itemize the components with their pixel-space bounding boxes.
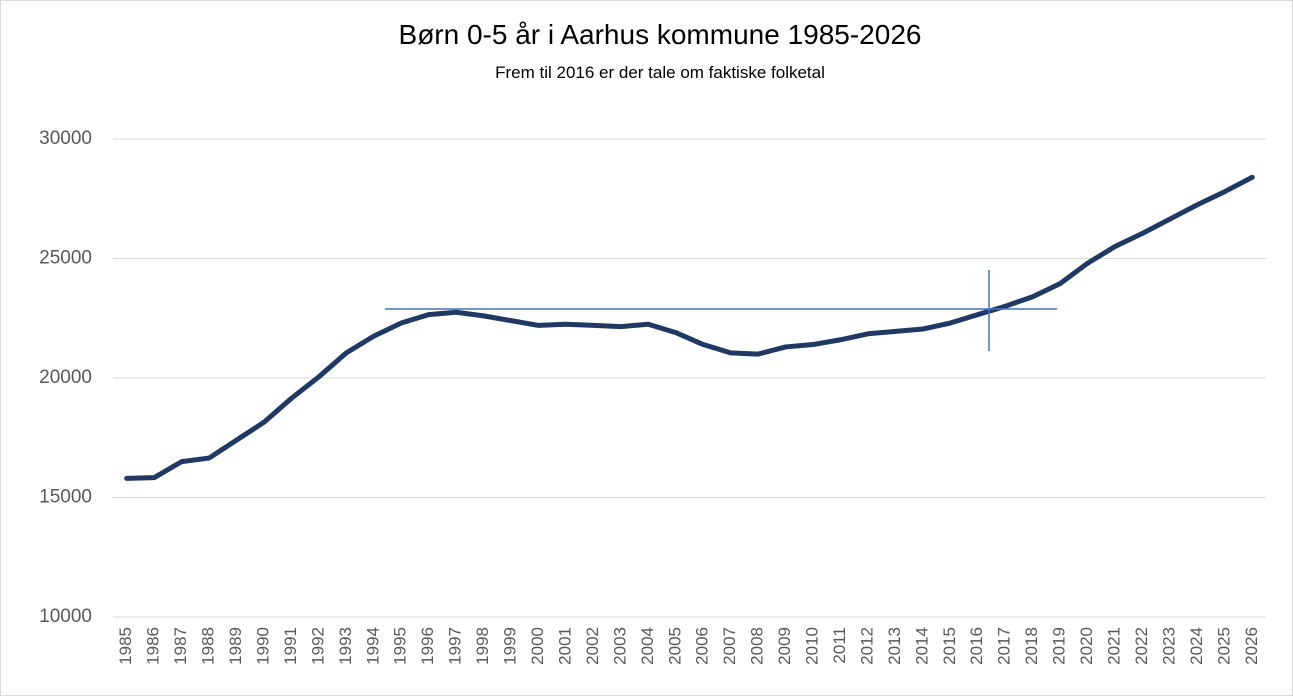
x-tick-label: 1992 [308, 627, 327, 665]
x-tick-label: 2012 [857, 627, 876, 665]
y-tick-label: 15000 [39, 487, 92, 508]
x-tick-label: 1995 [391, 627, 410, 665]
y-tick-label: 25000 [39, 248, 92, 269]
x-tick-label: 2021 [1104, 627, 1123, 665]
x-tick-label: 1989 [226, 627, 245, 665]
y-tick-label: 20000 [39, 367, 92, 388]
x-tick-label: 1987 [171, 627, 190, 665]
x-tick-label: 2001 [555, 627, 574, 665]
x-tick-label: 2006 [693, 627, 712, 665]
x-tick-label: 2019 [1050, 627, 1069, 665]
x-tick-label: 2008 [748, 627, 767, 665]
x-tick-label: 1986 [144, 627, 163, 665]
x-tick-label: 2005 [665, 627, 684, 665]
x-tick-label: 2011 [830, 627, 849, 664]
x-tick-label: 2014 [912, 627, 931, 665]
x-tick-label: 2015 [940, 627, 959, 665]
grid: 10000 15000 20000 25000 30000 1985 1986 1987 198… [39, 128, 1266, 665]
x-tick-label: 1993 [336, 627, 355, 665]
x-tick-label: 2002 [583, 627, 602, 665]
x-tick-label: 1991 [281, 627, 300, 665]
x-tick-label: 2017 [995, 627, 1014, 665]
x-tick-label: 2000 [528, 627, 547, 665]
marks [124, 174, 1255, 481]
x-tick-label: 1996 [418, 627, 437, 665]
x-tick-label: 2009 [775, 627, 794, 665]
x-tick-label: 1999 [501, 627, 520, 665]
x-tick-label: 2024 [1187, 627, 1206, 665]
data-line [124, 174, 1255, 481]
x-tick-label: 1990 [253, 627, 272, 665]
chart-title: Børn 0-5 år i Aarhus kommune 1985-2026 [399, 19, 922, 50]
x-tick-label: 1997 [446, 627, 465, 665]
x-tick-label: 2023 [1159, 627, 1178, 665]
x-tick-label: 2018 [1022, 627, 1041, 665]
x-tick-label: 2013 [885, 627, 904, 665]
x-tick-label: 2003 [610, 627, 629, 665]
y-tick-label: 30000 [39, 128, 92, 149]
x-tick-label: 2016 [967, 627, 986, 665]
x-tick-label: 2007 [720, 627, 739, 665]
x-tick-label: 2026 [1242, 627, 1261, 665]
x-tick-label: 1988 [199, 627, 218, 665]
x-tick-label: 2010 [803, 627, 822, 665]
x-tick-label: 1985 [116, 627, 135, 665]
x-tick-label: 1998 [473, 627, 492, 665]
x-tick-label: 2022 [1132, 627, 1151, 665]
x-tick-label: 2004 [638, 627, 657, 665]
x-tick-label: 2020 [1077, 627, 1096, 665]
x-tick-label: 1994 [363, 627, 382, 665]
chart-subtitle: Frem til 2016 er der tale om faktiske fo… [495, 63, 825, 82]
y-tick-label: 10000 [39, 606, 92, 627]
x-tick-label: 2025 [1214, 627, 1233, 665]
